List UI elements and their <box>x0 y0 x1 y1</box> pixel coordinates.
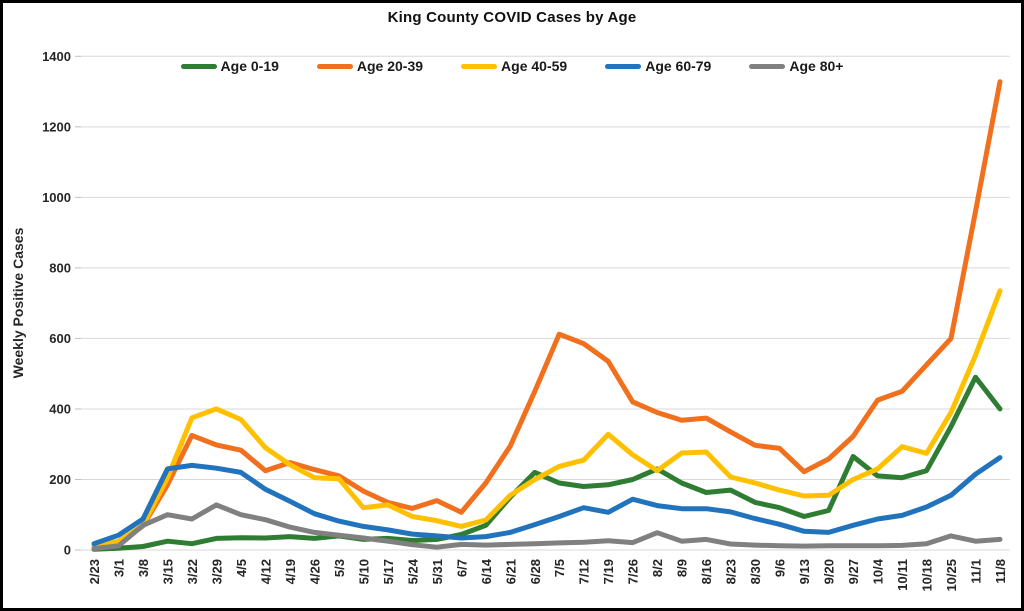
legend-item-age-0-19: Age 0-19 <box>178 58 281 74</box>
x-tick-label: 6/21 <box>503 559 518 584</box>
series-line-age-20-39 <box>91 79 1003 549</box>
chart-title: King County COVID Cases by Age <box>387 9 637 26</box>
x-tick-label: 3/8 <box>136 559 151 577</box>
x-tick-label: 10/25 <box>944 559 959 592</box>
legend-swatch-icon <box>605 63 642 69</box>
x-tick-label: 9/20 <box>822 559 837 584</box>
x-tick-label: 5/31 <box>430 559 445 584</box>
y-tick-label: 0 <box>64 543 71 558</box>
x-axis-labels: 2/23 3/1 3/8 3/15 3/22 3/29 4/5 4/12 4/19 4/26 5/3… <box>87 558 1008 591</box>
x-tick-label: 11/8 <box>993 559 1008 584</box>
legend-item-age-80-: Age 80+ <box>747 58 846 74</box>
series-line-age-60-79 <box>91 455 1003 547</box>
x-tick-label: 10/18 <box>920 559 935 592</box>
y-tick-label: 800 <box>49 260 71 275</box>
y-tick-label: 400 <box>49 401 71 416</box>
x-tick-label: 7/5 <box>552 559 567 577</box>
y-axis-labels: 0 200 400 600 800 1000 1200 1400 <box>42 49 71 558</box>
x-tick-label: 3/1 <box>111 559 126 577</box>
legend-swatch-icon <box>749 63 786 69</box>
legend-label: Age 0-19 <box>220 58 279 74</box>
legend-swatch-icon <box>316 63 353 69</box>
y-tick-label: 200 <box>49 472 71 487</box>
x-tick-label: 3/15 <box>160 559 175 584</box>
legend-item-age-40-59: Age 40-59 <box>459 58 570 74</box>
x-tick-label: 5/24 <box>405 558 420 584</box>
x-tick-label: 11/1 <box>969 559 984 584</box>
chart-legend: Age 0-19 Age 20-39 Age 40-59 Age 60-79 Age 8… <box>3 58 1021 74</box>
y-tick-label: 1200 <box>42 119 71 134</box>
x-tick-label: 6/28 <box>528 559 543 584</box>
x-tick-label: 4/19 <box>283 559 298 584</box>
x-tick-label: 6/14 <box>479 558 494 584</box>
series-line-age-0-19 <box>91 374 1003 552</box>
x-tick-label: 5/17 <box>381 559 396 584</box>
x-tick-label: 7/26 <box>626 559 641 584</box>
plot-area: 0 200 400 600 800 1000 1200 1400 2/23 3/1 3/8 3/15 3… <box>42 49 1010 592</box>
x-tick-label: 5/10 <box>356 559 371 584</box>
x-tick-label: 8/2 <box>650 559 665 577</box>
x-tick-label: 10/11 <box>895 559 910 591</box>
series-line-age-40-59 <box>91 288 1003 549</box>
legend-label: Age 80+ <box>789 58 844 74</box>
x-tick-label: 7/19 <box>601 559 616 584</box>
x-tick-label: 8/16 <box>699 559 714 584</box>
legend-swatch-icon <box>461 63 498 69</box>
y-tick-label: 1000 <box>42 190 71 205</box>
x-tick-label: 7/12 <box>577 559 592 584</box>
legend-swatch-icon <box>180 63 217 69</box>
y-axis-ticks <box>75 55 81 551</box>
x-tick-label: 8/30 <box>748 559 763 584</box>
y-tick-label: 600 <box>49 331 71 346</box>
legend-item-age-60-79: Age 60-79 <box>603 58 714 74</box>
x-tick-label: 4/5 <box>234 559 249 577</box>
x-tick-label: 9/13 <box>797 559 812 584</box>
x-tick-label: 9/6 <box>773 559 788 577</box>
x-tick-label: 8/23 <box>724 559 739 584</box>
x-tick-label: 8/9 <box>675 559 690 577</box>
x-tick-label: 3/29 <box>209 559 224 584</box>
legend-label: Age 20-39 <box>356 58 424 74</box>
x-tick-label: 4/12 <box>258 559 273 584</box>
x-tick-label: 6/7 <box>454 559 469 577</box>
y-axis-title: Weekly Positive Cases <box>10 227 26 379</box>
x-tick-label: 5/3 <box>332 559 347 577</box>
series-line-age-80- <box>91 502 1003 552</box>
x-tick-label: 10/4 <box>871 558 886 584</box>
legend-item-age-20-39: Age 20-39 <box>314 58 426 74</box>
series-lines <box>91 79 1003 552</box>
legend-label: Age 40-59 <box>501 58 568 74</box>
x-tick-label: 9/27 <box>846 559 861 584</box>
legend-label: Age 60-79 <box>645 58 712 74</box>
x-tick-label: 2/23 <box>87 559 102 584</box>
x-tick-label: 3/22 <box>185 559 200 584</box>
y-tick-label: 1400 <box>42 49 71 64</box>
x-tick-label: 4/26 <box>307 559 322 584</box>
